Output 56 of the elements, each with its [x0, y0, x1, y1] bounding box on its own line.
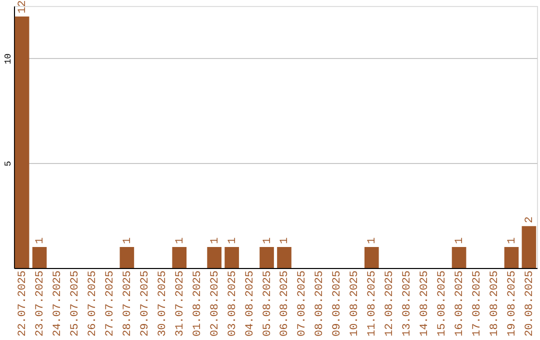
data-label: 1: [174, 237, 186, 244]
x-tick-label: 13.08.2025: [402, 270, 414, 337]
x-tick-label: 23.07.2025: [34, 270, 47, 337]
data-label: 1: [262, 237, 274, 244]
x-tick-label: 08.08.2025: [314, 270, 326, 337]
data-label: 1: [209, 237, 222, 244]
x-tick-label: 19.08.2025: [506, 270, 518, 337]
data-label: 2: [524, 216, 536, 224]
bar: [14, 16, 30, 268]
x-tick-label: 16.08.2025: [454, 270, 466, 337]
data-label: 1: [279, 237, 292, 244]
bar: [207, 247, 222, 268]
y-tick-label: 10: [4, 53, 14, 64]
x-tick-label: 15.08.2025: [436, 270, 449, 337]
x-tick-label: 12.08.2025: [384, 270, 396, 337]
x-tick-label: 06.08.2025: [279, 270, 292, 337]
x-tick-label: 27.07.2025: [104, 270, 116, 337]
data-label: 1: [122, 237, 134, 244]
x-tick-label: 17.08.2025: [472, 270, 484, 337]
y-tick-label: 5: [4, 160, 14, 166]
data-label: 1: [34, 237, 47, 244]
data-label: 12: [17, 0, 30, 14]
bar: [172, 247, 187, 268]
x-tick-label: 01.08.2025: [192, 270, 204, 337]
x-tick-label: 25.07.2025: [69, 270, 82, 337]
data-label: 1: [506, 237, 518, 244]
x-tick-label: 07.08.2025: [296, 270, 309, 337]
x-tick-label: 28.07.2025: [122, 270, 134, 337]
data-label: 1: [366, 237, 379, 244]
x-tick-label: 30.07.2025: [156, 270, 169, 337]
bar: [504, 247, 519, 268]
data-label: 1: [226, 237, 239, 244]
x-tick-label: 29.07.2025: [139, 270, 152, 337]
bar: [32, 247, 47, 268]
x-tick-label: 18.08.2025: [489, 270, 501, 337]
x-tick-label: 11.08.2025: [366, 270, 379, 337]
bar: [452, 247, 466, 268]
x-tick-label: 02.08.2025: [209, 270, 222, 337]
x-tick-label: 24.07.2025: [52, 270, 64, 337]
x-tick-label: 26.07.2025: [86, 270, 99, 337]
x-tick-label: 14.08.2025: [419, 270, 432, 337]
x-tick-label: 09.08.2025: [332, 270, 344, 337]
bar: [364, 247, 379, 268]
x-tick-label: 10.08.2025: [349, 270, 362, 337]
bar: [522, 226, 536, 268]
x-tick-label: 05.08.2025: [262, 270, 274, 337]
data-label: 1: [454, 237, 466, 244]
x-tick-label: 04.08.2025: [244, 270, 256, 337]
x-tick-label: 20.08.2025: [524, 270, 536, 337]
bar: [260, 247, 274, 268]
bar: [120, 247, 134, 268]
x-tick-label: 03.08.2025: [226, 270, 239, 337]
x-tick-label: 31.07.2025: [174, 270, 186, 337]
bar: [277, 247, 292, 268]
x-tick-label: 22.07.2025: [17, 270, 30, 337]
bar: [224, 247, 239, 268]
